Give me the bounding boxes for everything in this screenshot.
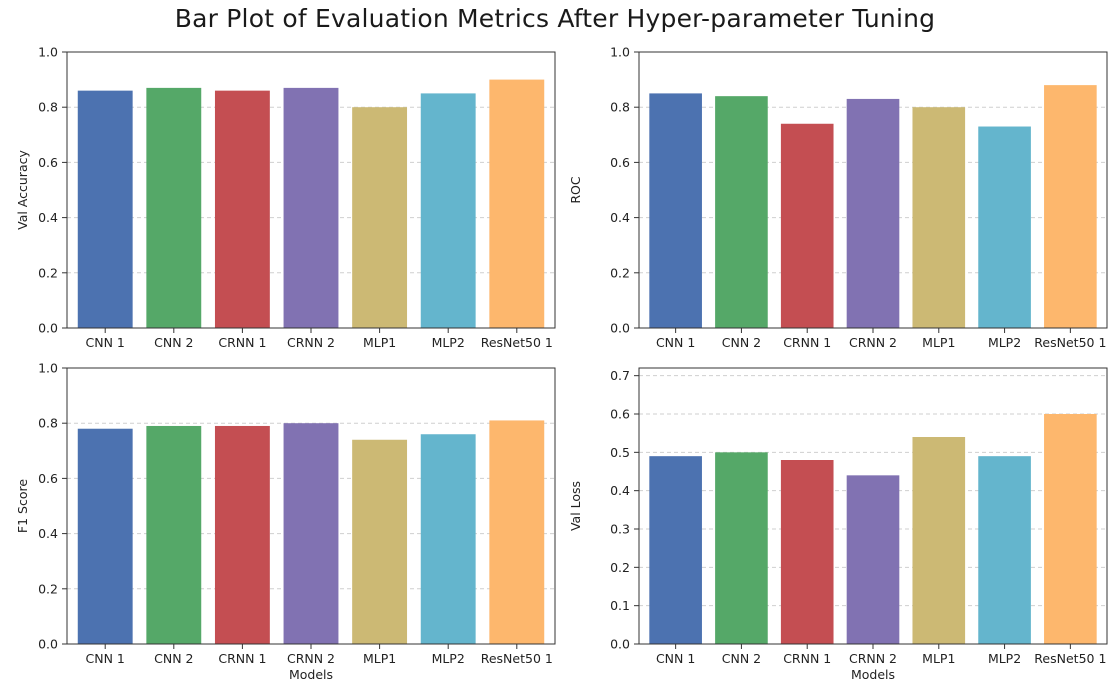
x-tick-label: CRNN 1 (783, 335, 831, 350)
y-tick-label: 0.2 (610, 265, 630, 280)
y-tick-label: 0.0 (610, 321, 630, 336)
bar-roc-2 (780, 123, 834, 328)
bar-val-accuracy-0 (77, 90, 133, 328)
bar-val-loss-4 (912, 437, 966, 644)
x-tick-label: MLP2 (988, 335, 1021, 350)
y-tick-label: 0.4 (38, 526, 58, 541)
bar-val-loss-0 (649, 456, 702, 644)
y-tick-label: 0.4 (610, 483, 630, 498)
axes-frame (638, 367, 1108, 645)
bar-roc-0 (649, 93, 702, 329)
y-tick-label: 0.2 (610, 560, 630, 575)
y-tick-label: 0.8 (38, 416, 58, 431)
y-tick-label: 1.0 (38, 45, 58, 60)
bar-val-loss-6 (1044, 414, 1097, 644)
y-tick-label: 0.6 (610, 407, 630, 422)
y-tick-label: 1.0 (610, 45, 630, 60)
x-tick-label: CRNN 1 (218, 335, 266, 350)
y-tick-label: 0.2 (38, 581, 58, 596)
x-tick-label: MLP2 (432, 651, 465, 666)
bar-val-accuracy-6 (489, 79, 545, 328)
bar-val-accuracy-2 (214, 90, 270, 328)
x-tick-label: CRNN 2 (287, 335, 335, 350)
y-tick-label: 1.0 (38, 361, 58, 376)
bar-val-accuracy-5 (420, 93, 476, 329)
y-tick-label: 0.8 (38, 100, 58, 115)
bar-val-accuracy-3 (283, 87, 339, 328)
bar-val-loss-5 (978, 456, 1031, 644)
figure-title: Bar Plot of Evaluation Metrics After Hyp… (174, 4, 936, 33)
y-tick-label: 0.5 (610, 445, 630, 460)
bar-f1-score-6 (489, 420, 545, 644)
x-tick-label: MLP1 (922, 335, 955, 350)
x-tick-label: CRNN 2 (849, 335, 897, 350)
y-tick-label: 0.4 (610, 210, 630, 225)
x-tick-label: ResNet50 1 (1034, 335, 1106, 350)
chart-panel-val-loss: 0.0 0.1 0.2 0.3 0.4 0.5 0.6 0.7 CNN 1 CNN 2 CRNN 1… (568, 367, 1108, 682)
bar-roc-6 (1044, 85, 1097, 329)
x-tick-label: CRNN 1 (783, 651, 831, 666)
bar-roc-4 (912, 107, 966, 328)
bar-val-accuracy-1 (146, 87, 202, 328)
x-tick-label: CNN 2 (154, 651, 193, 666)
axes-frame (638, 51, 1108, 329)
chart-panel-val-accuracy: 0.0 0.2 0.4 0.6 0.8 1.0 CNN 1 CNN 2 CRNN 1 CRNN 2… (15, 45, 556, 350)
bar-f1-score-5 (420, 434, 476, 644)
y-tick-label: 0.4 (38, 210, 58, 225)
x-tick-label: CNN 1 (86, 335, 125, 350)
x-tick-label: CRNN 2 (849, 651, 897, 666)
x-tick-label: CNN 1 (656, 651, 695, 666)
axes-frame (66, 51, 556, 329)
bar-f1-score-1 (146, 425, 202, 644)
bar-f1-score-3 (283, 423, 339, 644)
chart-panel-f1-score: 0.0 0.2 0.4 0.6 0.8 1.0 CNN 1 CNN 2 CRNN 1 CRNN 2… (15, 361, 556, 682)
y-tick-label: 0.3 (610, 522, 630, 537)
y-tick-label: 0.2 (38, 265, 58, 280)
x-tick-label: MLP2 (432, 335, 465, 350)
bar-val-accuracy-4 (352, 107, 408, 328)
y-tick-label: 0.0 (38, 637, 58, 652)
y-tick-label: 0.6 (38, 471, 58, 486)
x-tick-label: CNN 2 (154, 335, 193, 350)
x-tick-label: MLP1 (363, 335, 396, 350)
y-axis-label: ROC (568, 176, 583, 204)
y-tick-label: 0.8 (610, 100, 630, 115)
x-axis-label: Models (289, 667, 333, 682)
bar-f1-score-0 (77, 428, 133, 644)
bar-val-loss-3 (846, 475, 900, 644)
x-tick-label: CNN 1 (656, 335, 695, 350)
chart-panel-roc: 0.0 0.2 0.4 0.6 0.8 1.0 CNN 1 CNN 2 CRNN 1 CRNN 2… (568, 45, 1108, 350)
x-tick-label: ResNet50 1 (1034, 651, 1106, 666)
y-tick-label: 0.7 (610, 368, 630, 383)
x-tick-label: CNN 2 (722, 335, 761, 350)
bar-f1-score-2 (214, 425, 270, 644)
bar-f1-score-4 (352, 439, 408, 644)
x-tick-label: ResNet50 1 (481, 651, 553, 666)
x-tick-label: ResNet50 1 (481, 335, 553, 350)
x-tick-label: MLP2 (988, 651, 1021, 666)
bar-roc-3 (846, 98, 900, 328)
bar-val-loss-1 (715, 452, 768, 644)
x-tick-label: MLP1 (922, 651, 955, 666)
y-tick-label: 0.6 (38, 155, 58, 170)
bar-val-loss-2 (780, 460, 834, 644)
y-tick-label: 0.1 (610, 598, 630, 613)
y-axis-label: Val Accuracy (15, 150, 30, 230)
x-tick-label: CRNN 1 (218, 651, 266, 666)
x-tick-label: CNN 2 (722, 651, 761, 666)
x-tick-label: CNN 1 (86, 651, 125, 666)
x-axis-label: Models (851, 667, 895, 682)
y-tick-label: 0.0 (610, 637, 630, 652)
x-tick-label: MLP1 (363, 651, 396, 666)
y-axis-label: F1 Score (15, 479, 30, 533)
x-tick-label: CRNN 2 (287, 651, 335, 666)
y-axis-label: Val Loss (568, 481, 583, 531)
y-tick-label: 0.6 (610, 155, 630, 170)
axes-frame (66, 367, 556, 645)
y-tick-label: 0.0 (38, 321, 58, 336)
bar-roc-1 (715, 96, 768, 328)
bar-roc-5 (978, 126, 1031, 329)
